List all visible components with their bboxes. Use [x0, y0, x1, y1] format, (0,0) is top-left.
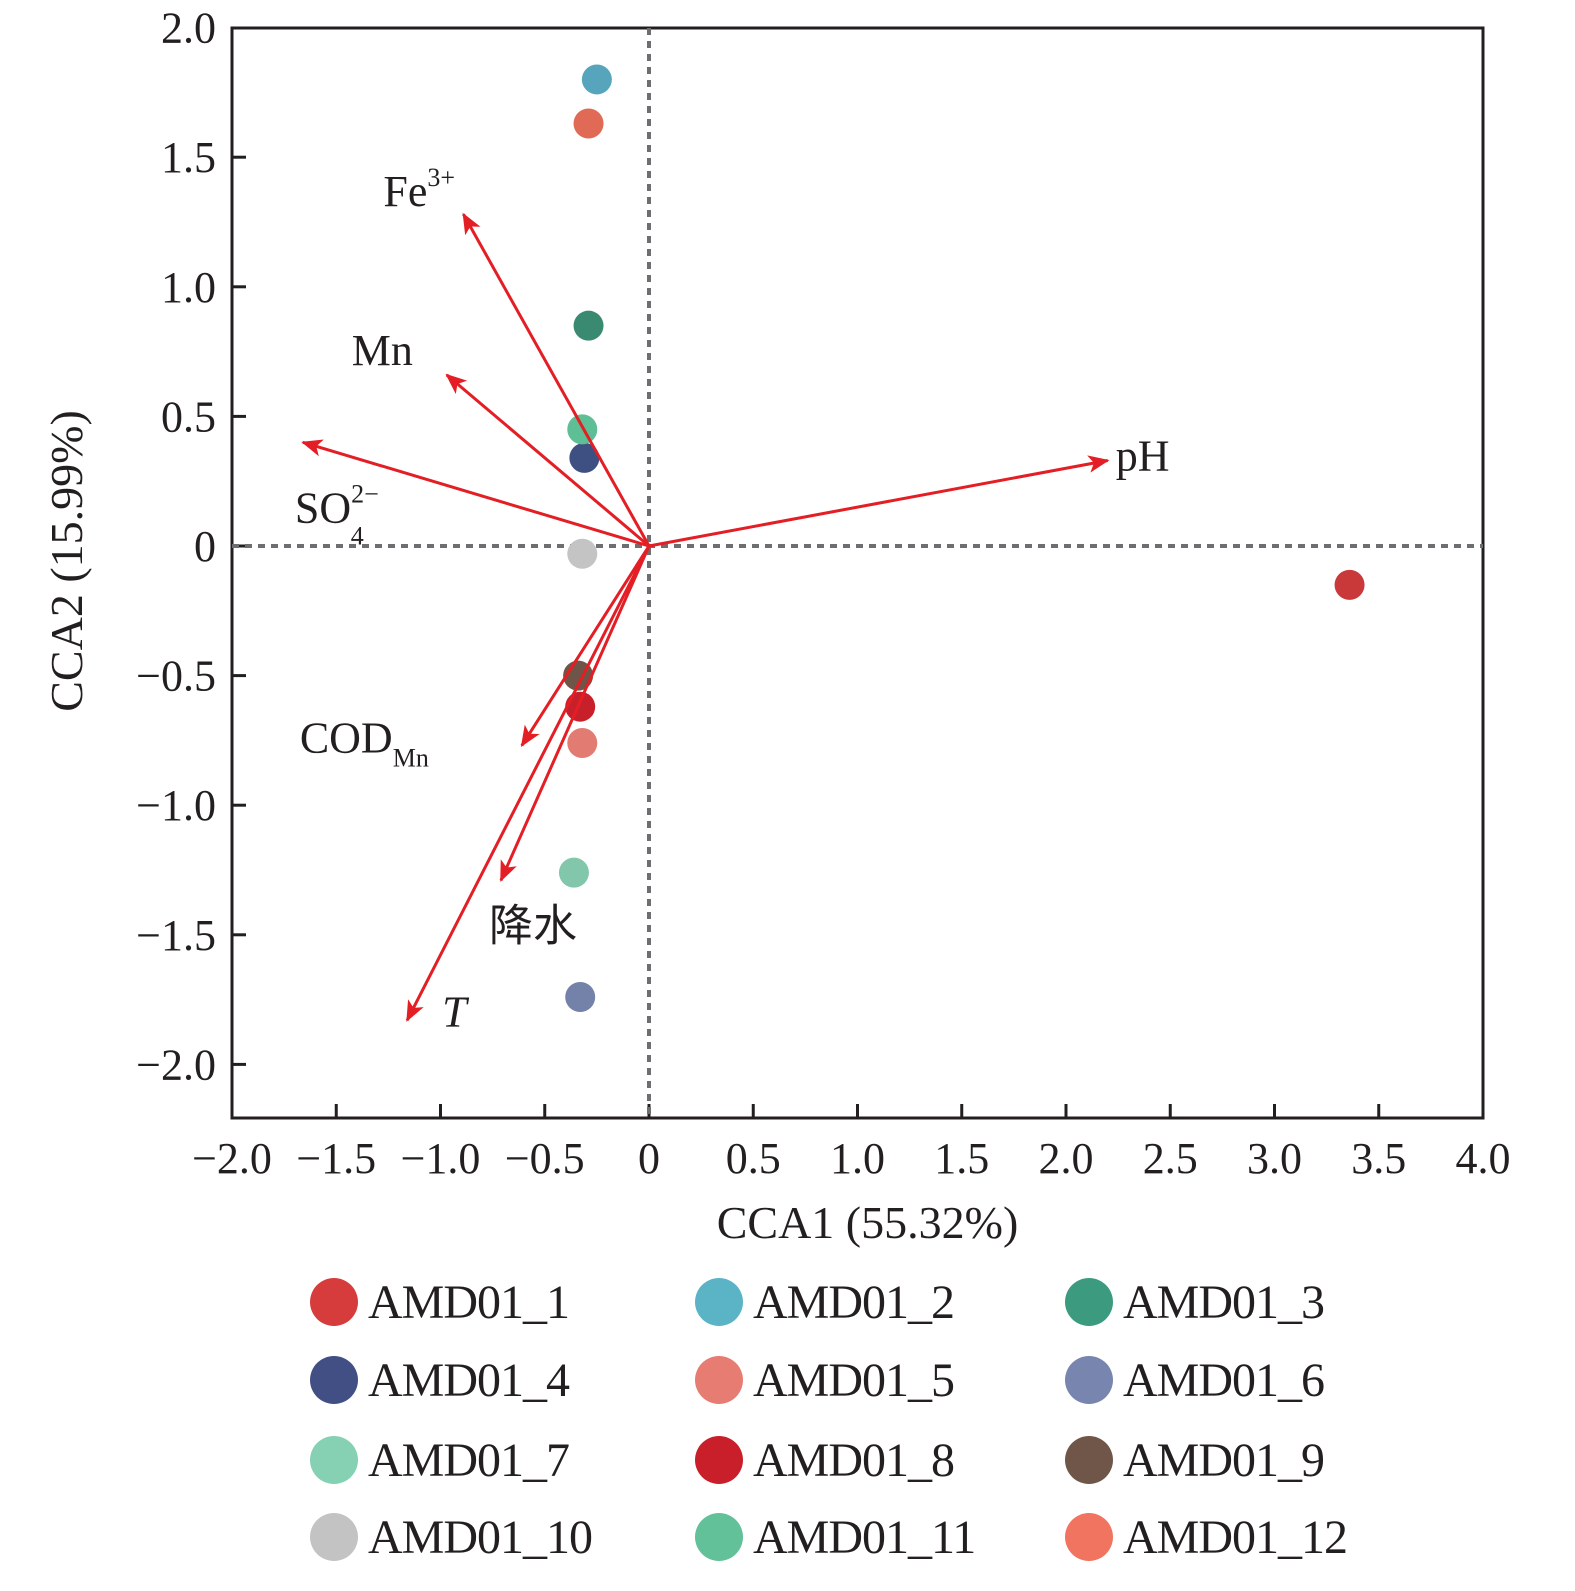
x-tick-label: −0.5 [505, 1134, 585, 1183]
legend-swatch [1065, 1513, 1113, 1561]
vector-label-codmn: CODMn [300, 714, 429, 773]
y-tick-label: −1.0 [136, 781, 216, 830]
vector-label-mn: Mn [352, 326, 413, 375]
point-amd01_1 [1334, 569, 1365, 600]
legend-label: AMD01_4 [368, 1353, 570, 1407]
y-axis-title: CCA2 (15.99%) [41, 410, 92, 712]
legend-swatch [695, 1513, 743, 1561]
legend-item: AMD01_10 [310, 1507, 593, 1567]
x-tick-label: 3.5 [1351, 1134, 1406, 1183]
x-tick-label: −1.5 [296, 1134, 376, 1183]
legend-label: AMD01_9 [1123, 1433, 1325, 1487]
legend-item: AMD01_6 [1065, 1350, 1325, 1410]
y-tick-label: 0 [194, 522, 216, 571]
legend-label: AMD01_6 [1123, 1353, 1325, 1407]
point-amd01_10 [567, 538, 598, 569]
legend-label: AMD01_10 [368, 1510, 593, 1564]
legend-item: AMD01_12 [1065, 1507, 1348, 1567]
legend-label: AMD01_12 [1123, 1510, 1348, 1564]
vector-arrow-codmn [520, 545, 651, 748]
point-amd01_5 [567, 727, 598, 758]
legend-swatch [310, 1278, 358, 1326]
legend-swatch [1065, 1278, 1113, 1326]
legend-label: AMD01_3 [1123, 1275, 1325, 1329]
legend-label: AMD01_11 [753, 1510, 976, 1564]
point-amd01_12 [573, 108, 604, 139]
x-tick-label: 2.5 [1143, 1134, 1198, 1183]
legend-item: AMD01_4 [310, 1350, 570, 1410]
legend-item: AMD01_2 [695, 1272, 955, 1332]
vector-arrow-so42 [301, 439, 650, 548]
vector-label-ph: pH [1116, 431, 1170, 480]
y-tick-label: 1.0 [161, 263, 216, 312]
legend-swatch [1065, 1436, 1113, 1484]
legend-item: AMD01_7 [310, 1430, 570, 1490]
x-tick-label: 1.0 [830, 1134, 885, 1183]
legend-label: AMD01_8 [753, 1433, 955, 1487]
legend-item: AMD01_5 [695, 1350, 955, 1410]
legend-item: AMD01_1 [310, 1272, 570, 1332]
legend-item: AMD01_9 [1065, 1430, 1325, 1490]
vector-label-t: T [442, 987, 470, 1036]
y-tick-label: −0.5 [136, 652, 216, 701]
y-tick-label: −2.0 [136, 1040, 216, 1089]
vector-arrow- [499, 545, 651, 882]
legend-label: AMD01_1 [368, 1275, 570, 1329]
x-tick-label: 3.0 [1247, 1134, 1302, 1183]
vector-arrow-t [405, 545, 651, 1022]
y-tick-label: 1.5 [161, 133, 216, 182]
legend-item: AMD01_11 [695, 1507, 976, 1567]
x-tick-label: −1.0 [401, 1134, 481, 1183]
vector-label-: 降水 [489, 901, 577, 950]
legend-swatch [695, 1278, 743, 1326]
point-amd01_2 [581, 64, 612, 95]
point-amd01_6 [565, 982, 596, 1013]
x-tick-label: 1.5 [934, 1134, 989, 1183]
x-tick-label: −2.0 [192, 1134, 272, 1183]
x-axis-title: CCA1 (55.32%) [717, 1197, 1019, 1248]
point-amd01_7 [558, 857, 589, 888]
legend-item: AMD01_3 [1065, 1272, 1325, 1332]
vector-arrow-mn [445, 373, 650, 548]
x-tick-label: 0.5 [726, 1134, 781, 1183]
point-amd01_4 [569, 442, 600, 473]
legend-swatch [310, 1356, 358, 1404]
legend-swatch [695, 1436, 743, 1484]
legend-swatch [310, 1513, 358, 1561]
point-amd01_8 [565, 691, 596, 722]
legend-label: AMD01_5 [753, 1353, 955, 1407]
vector-arrow-fe3 [462, 212, 651, 547]
x-tick-label: 4.0 [1456, 1134, 1511, 1183]
vector-label-so42: SO2− 4 [295, 479, 379, 550]
y-tick-label: 2.0 [161, 4, 216, 53]
y-tick-label: −1.5 [136, 911, 216, 960]
legend: AMD01_1 AMD01_2 AMD01_3 AMD01_4 AMD01_5 AMD01… [310, 1272, 1410, 1582]
point-amd01_3 [573, 310, 604, 341]
legend-item: AMD01_8 [695, 1430, 955, 1490]
vector-label-fe3: Fe3+ [383, 163, 455, 216]
legend-swatch [1065, 1356, 1113, 1404]
x-tick-label: 2.0 [1039, 1134, 1094, 1183]
legend-swatch [310, 1436, 358, 1484]
legend-swatch [695, 1356, 743, 1404]
x-tick-label: 0 [638, 1134, 660, 1183]
vector-arrow-ph [648, 455, 1110, 548]
legend-label: AMD01_2 [753, 1275, 955, 1329]
y-tick-label: 0.5 [161, 392, 216, 441]
legend-label: AMD01_7 [368, 1433, 570, 1487]
